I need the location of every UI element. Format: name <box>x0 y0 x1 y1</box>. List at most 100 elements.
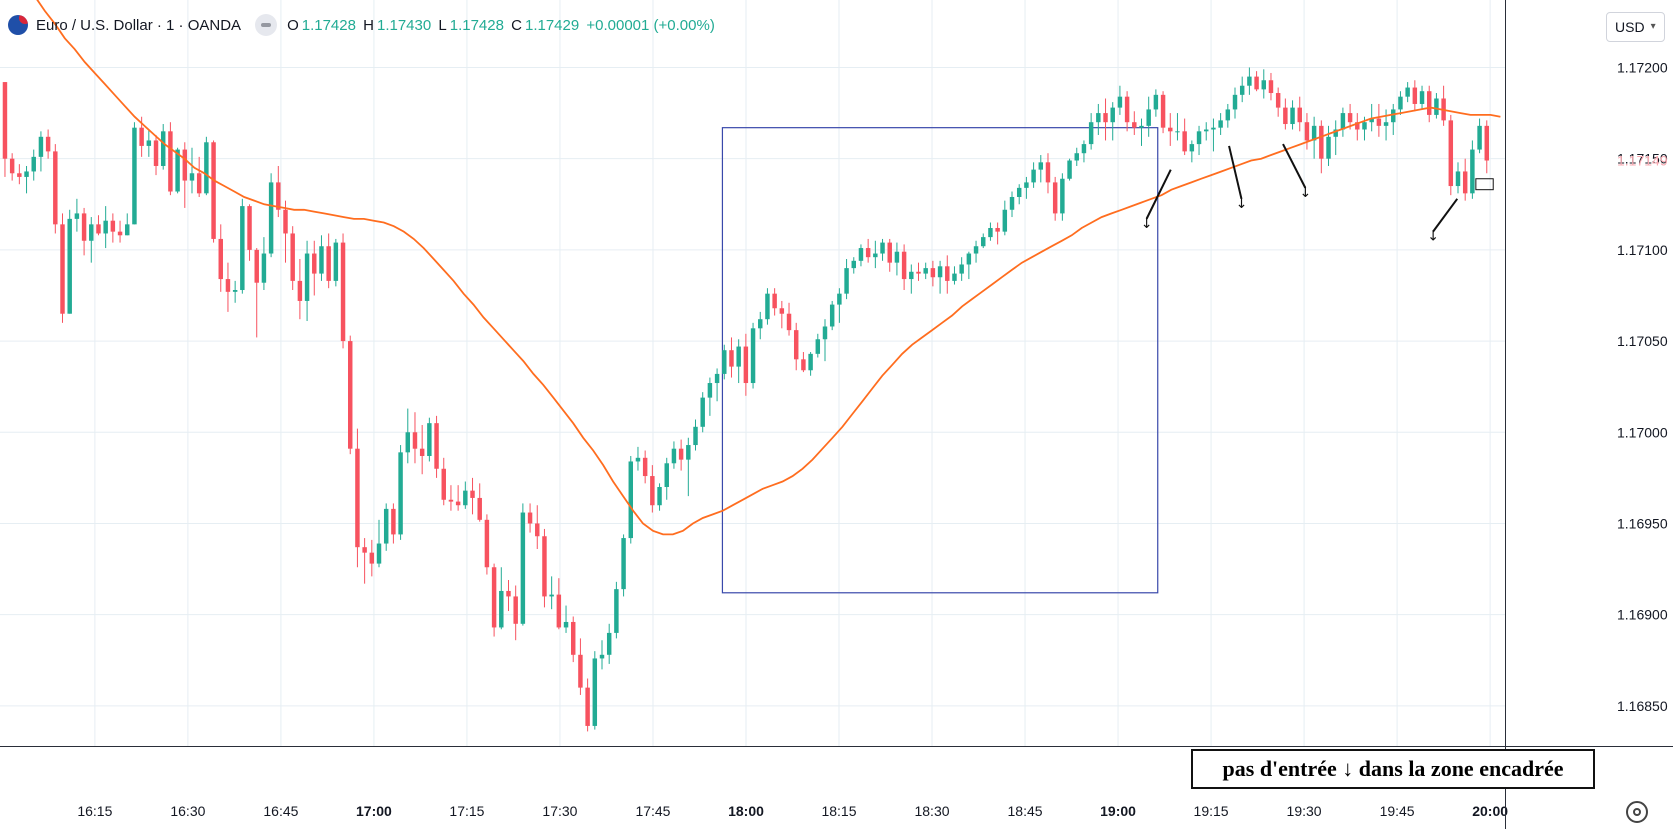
symbol-legend[interactable]: Euro / U.S. Dollar · 1 · OANDA O 1.17428 … <box>8 13 718 37</box>
candle-body <box>427 423 432 456</box>
candle-body <box>1362 122 1367 130</box>
candle-body <box>81 213 87 241</box>
candle-body <box>678 448 684 460</box>
high-value: 1.17430 <box>376 16 432 34</box>
candle-body <box>1340 113 1346 130</box>
candle-body <box>1383 122 1389 126</box>
candle-body <box>1103 113 1108 123</box>
candle-body <box>1088 122 1094 145</box>
candle-body <box>909 271 914 280</box>
candle-body <box>1261 80 1267 90</box>
candle-body <box>542 536 547 597</box>
candle-body <box>657 486 662 506</box>
candle-body <box>865 248 871 258</box>
candle-body <box>765 293 770 320</box>
candle-body <box>973 246 979 254</box>
candle-body <box>570 621 576 655</box>
candle-body <box>837 293 842 305</box>
candle-body <box>1146 109 1151 126</box>
arrow-head: ↓ <box>1299 185 1311 201</box>
candle-body <box>1189 144 1195 152</box>
candle-body <box>45 136 51 152</box>
candle-body <box>261 253 267 283</box>
candle-body <box>1024 182 1029 188</box>
candle-body <box>477 497 482 520</box>
candle-body <box>146 140 152 146</box>
settings-icon[interactable] <box>1626 801 1648 823</box>
candle-body <box>1081 144 1087 154</box>
candle-body <box>1239 85 1245 95</box>
candle-body <box>1426 91 1432 115</box>
currency-label: USD <box>1615 19 1645 35</box>
candle-body <box>585 687 590 726</box>
candle-body <box>988 227 993 238</box>
candle-body <box>398 452 403 535</box>
candle-body <box>441 468 446 500</box>
eye-icon[interactable] <box>255 14 278 36</box>
candle-body <box>578 654 583 688</box>
open-value: 1.17428 <box>301 16 356 34</box>
candle-body <box>693 426 698 446</box>
candle-body <box>671 448 677 464</box>
candle-body <box>139 127 144 146</box>
high-label: H <box>363 16 374 34</box>
last-price-label: 1.17149 <box>1617 153 1668 169</box>
candle-body <box>729 350 734 367</box>
y-tick-label: 1.16850 <box>1617 698 1668 714</box>
y-tick-label: 1.16900 <box>1617 607 1668 623</box>
candle-body <box>1470 149 1475 194</box>
candle-body <box>549 594 554 597</box>
candle-body <box>67 218 72 314</box>
x-tick-label: 19:45 <box>1380 803 1415 819</box>
x-tick-label: 19:15 <box>1194 803 1229 819</box>
arrow-head: ↓ <box>1236 196 1248 212</box>
candle-body <box>822 326 828 340</box>
candle-body <box>96 224 101 234</box>
low-label: L <box>438 16 447 34</box>
candle-body <box>880 242 885 254</box>
arrow-line <box>1145 169 1172 220</box>
last-price-bg <box>1506 150 1566 171</box>
candle-body <box>499 590 504 628</box>
ohlc-values: O 1.17428 H 1.17430 L 1.17428 C 1.17429 +0.0… <box>287 17 718 34</box>
candle-body <box>391 508 396 535</box>
candle-body <box>17 173 22 177</box>
candle-body <box>599 654 605 659</box>
candle-body <box>520 512 526 624</box>
candle-body <box>1477 125 1482 150</box>
candle-body <box>304 253 310 301</box>
candle-body <box>1290 107 1295 125</box>
candle-body <box>1268 80 1274 94</box>
y-tick-label: 1.16950 <box>1617 515 1668 531</box>
candle-body <box>1326 136 1331 159</box>
candle-body <box>628 461 634 539</box>
candle-body <box>736 346 741 367</box>
candle-body <box>455 501 461 506</box>
arrow-head: ↓ <box>1141 216 1153 232</box>
candle-body <box>53 151 58 225</box>
candle-body <box>1204 129 1209 132</box>
arrow-line <box>1228 145 1243 200</box>
candle-body <box>1153 94 1159 110</box>
candle-body <box>700 397 705 427</box>
candle-body <box>930 268 936 278</box>
y-tick-label: 1.17100 <box>1617 242 1668 258</box>
candle-body <box>801 359 806 371</box>
x-tick-label: 16:45 <box>263 803 298 819</box>
candle-body <box>1182 131 1187 152</box>
candle-body <box>182 149 188 181</box>
symbol-title[interactable]: Euro / U.S. Dollar · 1 · OANDA <box>36 16 242 34</box>
candle-body <box>369 552 375 564</box>
open-label: O <box>287 16 299 34</box>
candle-body <box>196 173 202 194</box>
candle-body <box>1031 169 1036 183</box>
x-tick-label: 18:15 <box>821 803 856 819</box>
candle-body <box>74 213 80 219</box>
candle-body <box>1462 171 1468 194</box>
currency-selector[interactable]: USD ▾ <box>1606 12 1665 42</box>
candle-body <box>283 209 288 234</box>
candle-body <box>491 567 497 628</box>
candle-body <box>937 266 943 278</box>
